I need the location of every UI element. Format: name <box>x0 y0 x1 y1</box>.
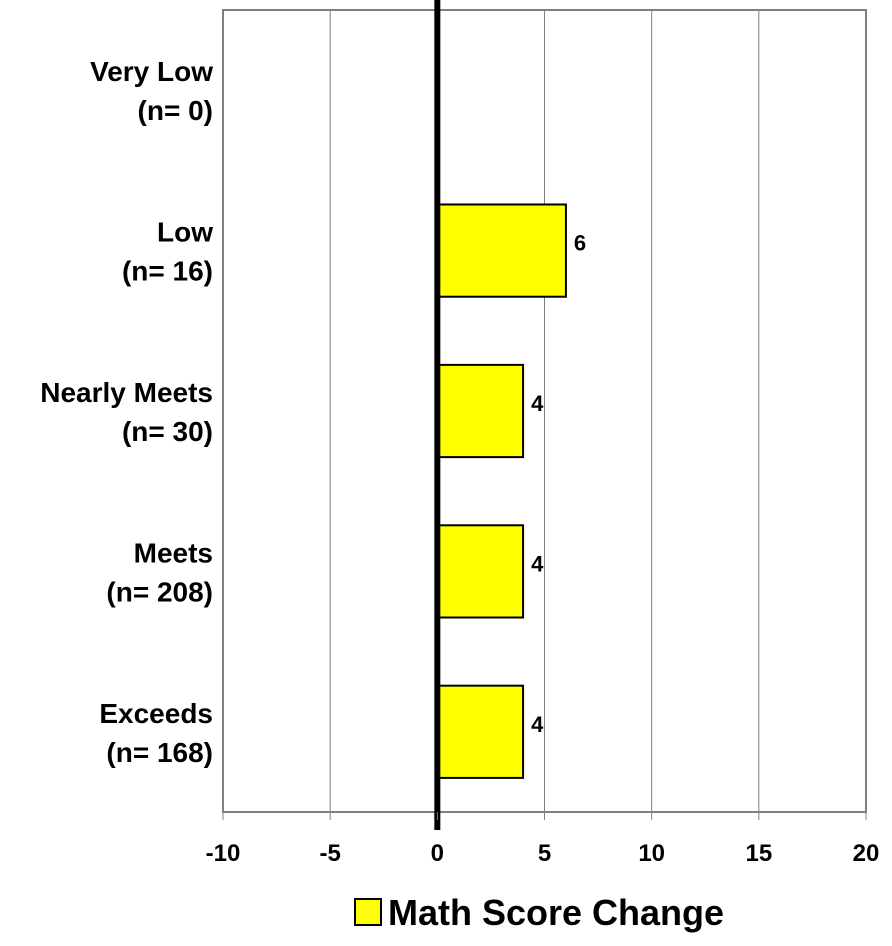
legend: Math Score Change <box>354 892 724 933</box>
legend-swatch <box>354 898 382 926</box>
data-label: 4 <box>531 551 544 576</box>
category-name: Very Low <box>90 56 213 87</box>
x-tick-label: 20 <box>853 840 880 867</box>
x-tick-label: -10 <box>206 840 241 867</box>
category-count: (n= 16) <box>122 256 213 287</box>
x-tick-label: 0 <box>431 840 444 867</box>
bar-exceeds <box>436 684 525 779</box>
gridlines <box>329 10 760 812</box>
bar-nearly-meets <box>436 363 525 459</box>
x-tick-label: -5 <box>319 840 340 867</box>
x-tick-label: 5 <box>538 840 551 867</box>
data-label: 6 <box>574 231 586 256</box>
category-count: (n= 30) <box>122 416 213 447</box>
category-count: (n= 208) <box>106 576 213 607</box>
legend-label: Math Score Change <box>388 892 724 933</box>
category-name: Meets <box>134 537 213 568</box>
data-label: 4 <box>531 712 544 737</box>
category-count: (n= 0) <box>138 95 213 126</box>
category-name: Nearly Meets <box>40 377 213 408</box>
bars <box>436 203 567 779</box>
bar-meets <box>436 524 525 619</box>
category-name: Exceeds <box>99 698 213 729</box>
x-tick-label: 15 <box>745 840 772 867</box>
x-tick-label: 10 <box>638 840 665 867</box>
category-count: (n= 168) <box>106 737 213 768</box>
x-axis-tick-labels: -10 -5 0 5 10 15 20 <box>206 812 880 867</box>
data-labels: 6 4 4 4 <box>531 231 586 737</box>
category-name: Low <box>157 217 213 248</box>
bar-low <box>436 203 567 298</box>
data-label: 4 <box>531 391 544 416</box>
category-labels: Very Low (n= 0) Low (n= 16) Nearly Meets (n= … <box>40 56 213 768</box>
